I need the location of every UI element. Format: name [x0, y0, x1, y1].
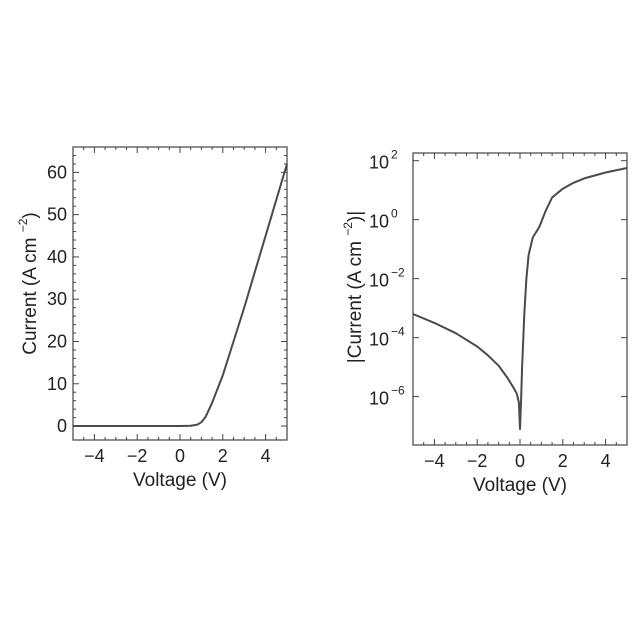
y-tick-label: 10	[369, 389, 389, 409]
axes-frame	[412, 152, 628, 446]
y-tick-exponent: −6	[391, 384, 405, 398]
y-axis-label: Current (A cm −2)	[16, 212, 41, 355]
y-tick-label: 60	[47, 162, 67, 182]
y-tick-label: 40	[47, 247, 67, 267]
y-label-exponent: −2	[16, 218, 30, 232]
y-tick-exponent: 2	[391, 148, 398, 162]
x-tick-label: 0	[175, 446, 185, 466]
y-tick-label: 50	[47, 205, 67, 225]
data-line-J-V	[73, 163, 288, 427]
x-tick-label: −4	[84, 446, 105, 466]
x-tick-label: −2	[127, 446, 148, 466]
y-tick-label: 10	[369, 330, 389, 350]
y-axis-label: |Current (A cm −2)|	[341, 211, 366, 363]
y-label-close: )|	[345, 211, 366, 222]
x-axis-label: Voltage (V)	[473, 475, 567, 496]
y-tick-exponent: −2	[391, 266, 405, 280]
x-tick-label: −2	[467, 451, 488, 471]
y-tick-label: 10	[369, 271, 389, 291]
y-label-main: Current (A cm	[20, 232, 41, 354]
x-tick-label: 4	[261, 446, 271, 466]
y-tick-label: 30	[47, 289, 67, 309]
data-line-|J|-V	[412, 167, 628, 431]
x-axis-label: Voltage (V)	[133, 470, 227, 491]
x-tick-label: 0	[515, 451, 525, 471]
y-label-close: )	[20, 212, 41, 218]
y-tick-label: 10	[369, 153, 389, 173]
y-label-exponent: −2	[341, 222, 355, 236]
x-tick-label: 4	[601, 451, 611, 471]
y-tick-label: 10	[47, 374, 67, 394]
x-tick-label: 2	[218, 446, 228, 466]
y-tick-exponent: −4	[391, 325, 405, 339]
axes-frame	[72, 146, 288, 441]
y-tick-label: 10	[369, 212, 389, 232]
y-tick-label: 20	[47, 331, 67, 351]
y-tick-label: 0	[57, 416, 67, 436]
y-tick-exponent: 0	[391, 207, 398, 221]
x-tick-label: 2	[558, 451, 568, 471]
y-label-main: |Current (A cm	[345, 236, 366, 363]
x-tick-label: −4	[424, 451, 445, 471]
